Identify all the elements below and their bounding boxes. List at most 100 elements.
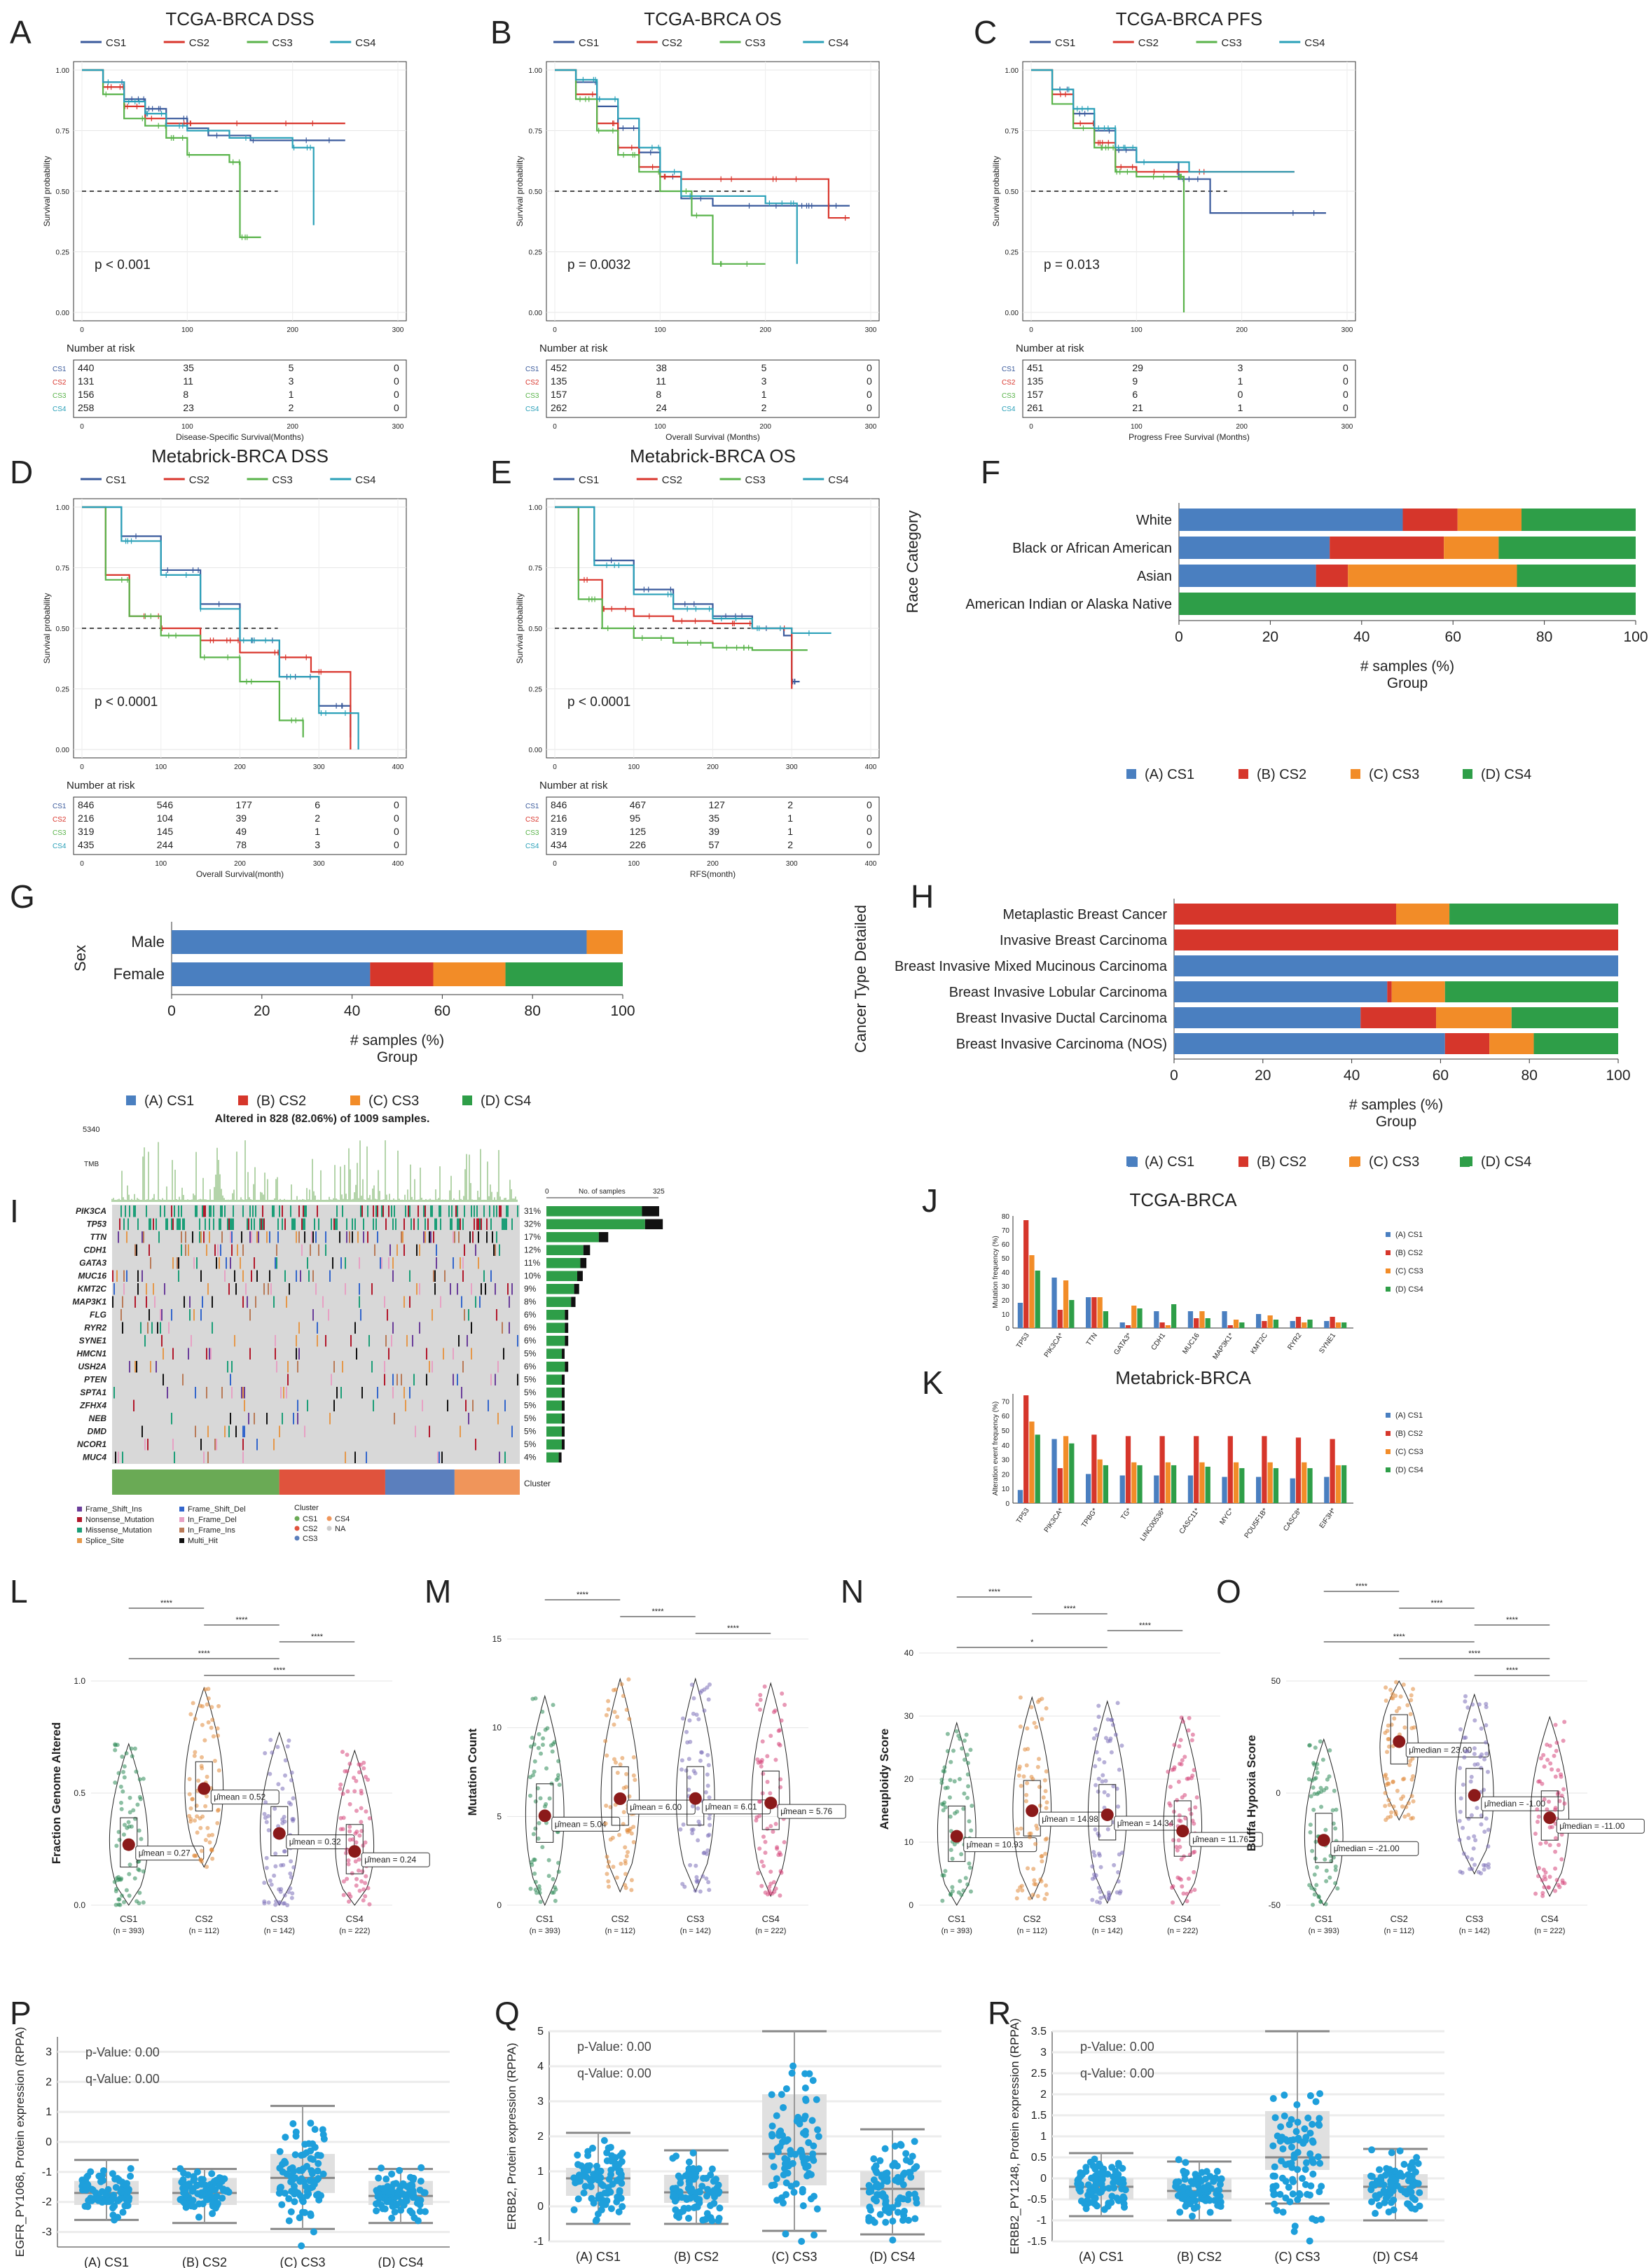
bar-1 [1330, 1317, 1335, 1328]
data-point [1108, 1736, 1113, 1741]
mutation-cell [392, 1218, 394, 1230]
data-point [1105, 1827, 1110, 1832]
data-point [1181, 2176, 1189, 2183]
legend-label-CS4: CS4 [1304, 37, 1325, 49]
x-tick: (D) CS4 [378, 2255, 423, 2268]
mutation-cell [242, 1425, 244, 1437]
data-point [1479, 1766, 1484, 1771]
data-point [707, 1795, 712, 1800]
data-point [939, 1777, 944, 1782]
sample-count-bar [546, 1439, 562, 1450]
mutation-cell [149, 1309, 150, 1321]
data-point [1037, 1785, 1042, 1790]
data-point [1302, 2180, 1309, 2188]
data-point [1391, 1780, 1395, 1785]
data-point [1536, 1814, 1541, 1819]
variant-swatch [179, 1507, 184, 1512]
mutation-cell [242, 1205, 244, 1217]
data-point [205, 1825, 210, 1830]
mutation-cell [202, 1296, 203, 1308]
data-point [1387, 2180, 1395, 2187]
data-point [141, 1869, 146, 1874]
data-point [367, 1902, 372, 1907]
x-tick: 400 [392, 763, 404, 771]
data-point [962, 1791, 967, 1796]
risk-title: Number at risk [67, 343, 135, 354]
data-point [1279, 2145, 1287, 2152]
mutation-cell [403, 1218, 405, 1230]
data-point [1557, 1842, 1561, 1847]
risk-x-tick: 200 [1236, 423, 1248, 431]
data-point [963, 1876, 968, 1881]
data-point [1295, 2190, 1303, 2197]
mutation-cell [318, 1218, 319, 1230]
mutation-cell [331, 1374, 332, 1385]
data-point [765, 1892, 770, 1897]
data-point [1175, 1797, 1180, 1802]
data-point [296, 2166, 303, 2174]
data-point [1562, 1881, 1567, 1886]
data-point [113, 1889, 118, 1894]
data-point [782, 2191, 790, 2199]
mutation-cell [279, 1205, 280, 1217]
sig-label: **** [577, 1591, 589, 1599]
data-point [1547, 1885, 1552, 1890]
mutation-cell [171, 1413, 172, 1425]
bar-0 [1187, 1475, 1194, 1503]
samples-axis-min: 0 [545, 1188, 549, 1196]
data-point [905, 2190, 913, 2198]
mutation-cell [263, 1218, 265, 1230]
variant-swatch [179, 1528, 184, 1533]
mutation-cell [384, 1361, 385, 1373]
legend-swatch [1386, 1467, 1391, 1472]
data-point [1401, 1794, 1406, 1799]
risk-count: 95 [630, 813, 641, 824]
risk-x-tick: 100 [181, 423, 193, 431]
data-point [1180, 2167, 1187, 2175]
data-point [950, 1885, 955, 1890]
data-point [360, 1869, 365, 1874]
data-point [1414, 2159, 1422, 2167]
legend-label-CS2: CS2 [1138, 37, 1159, 49]
mutation-cell [455, 1205, 457, 1217]
mutation-cell [312, 1309, 314, 1321]
data-point [1276, 2137, 1284, 2145]
mutation-cell [234, 1270, 235, 1282]
risk-x-tick: 100 [1131, 423, 1143, 431]
data-point [528, 1744, 533, 1749]
mutation-cell [296, 1348, 297, 1360]
x-tick: 300 [865, 326, 877, 334]
data-point [357, 1857, 361, 1862]
data-point [615, 2176, 623, 2183]
data-point [603, 1821, 608, 1826]
mutation-cell [485, 1283, 486, 1295]
data-point [782, 1702, 787, 1707]
data-point [1409, 1777, 1414, 1782]
cluster-legend-title: Cluster [294, 1504, 319, 1512]
bar-segment-DCS4 [1498, 537, 1636, 559]
data-point [1290, 2151, 1298, 2159]
data-point [889, 2218, 897, 2225]
x-tick: 40 [344, 1003, 360, 1019]
risk-group-label: CS2 [525, 816, 539, 824]
data-point [1316, 2090, 1324, 2098]
data-point [623, 1845, 628, 1850]
data-point [1269, 2142, 1277, 2150]
risk-count: 2 [787, 799, 793, 810]
risk-count: 0 [1238, 389, 1243, 400]
mutation-cell [308, 1270, 310, 1282]
x-tick-n: (n = 142) [680, 1927, 711, 1935]
data-point [1093, 1827, 1098, 1832]
bar-2 [1199, 1311, 1205, 1328]
data-point [1389, 1810, 1394, 1815]
y-axis-label: Survival probability [42, 156, 52, 227]
mutation-cell [315, 1231, 317, 1243]
legend-label-CS4: CS4 [828, 474, 848, 486]
data-point [1176, 2208, 1184, 2216]
data-point [789, 2062, 797, 2070]
mutation-cell [161, 1309, 163, 1321]
box [345, 1824, 364, 1874]
data-point [109, 2204, 117, 2212]
mutation-cell [275, 1348, 276, 1360]
data-point [1098, 1889, 1103, 1894]
